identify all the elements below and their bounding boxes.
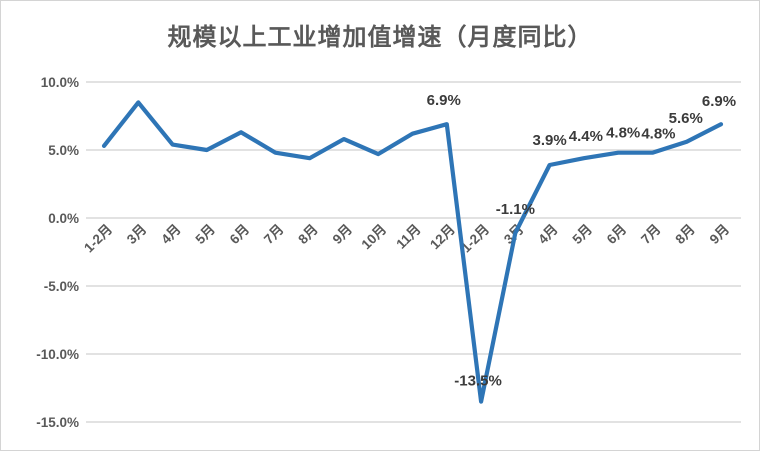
- y-tick-label: 5.0%: [48, 143, 79, 158]
- x-tick-label: 6月: [227, 222, 252, 247]
- data-label: 4.8%: [641, 126, 675, 143]
- x-tick-label: 4月: [535, 222, 560, 247]
- x-tick-label: 9月: [707, 222, 732, 247]
- y-tick-label: -5.0%: [44, 279, 79, 294]
- data-label: 4.4%: [569, 128, 603, 145]
- x-tick-label: 9月: [330, 222, 355, 247]
- x-tick-label: 12月: [427, 222, 458, 253]
- data-label: -1.1%: [496, 201, 535, 218]
- data-label: 5.6%: [669, 110, 703, 127]
- x-tick-label: 5月: [192, 222, 217, 247]
- chart-title: 规模以上工业增加值增速（月度同比）: [167, 24, 593, 51]
- data-label: -13.5%: [454, 373, 502, 390]
- data-label: 6.9%: [427, 92, 461, 109]
- x-tick-label: 1-2月: [81, 222, 115, 256]
- y-tick-label: 10.0%: [41, 75, 79, 90]
- x-tick-label: 3月: [124, 222, 149, 247]
- data-label: 6.9%: [702, 93, 736, 110]
- x-tick-label: 6月: [604, 222, 629, 247]
- x-tick-label: 5月: [570, 222, 595, 247]
- x-tick-label: 4月: [158, 222, 183, 247]
- x-tick-label: 10月: [359, 222, 390, 253]
- x-tick-label: 11月: [393, 222, 423, 252]
- y-tick-label: 0.0%: [48, 211, 79, 226]
- series-line: [101, 100, 724, 404]
- x-tick-label: 7月: [261, 222, 286, 247]
- data-label: 4.8%: [606, 125, 640, 142]
- x-tick-label: 8月: [672, 222, 697, 247]
- data-label: 3.9%: [533, 132, 567, 149]
- y-tick-label: -15.0%: [36, 415, 79, 430]
- y-tick-label: -10.0%: [36, 347, 79, 362]
- x-tick-label: 7月: [638, 222, 663, 247]
- x-tick-label: 8月: [295, 222, 320, 247]
